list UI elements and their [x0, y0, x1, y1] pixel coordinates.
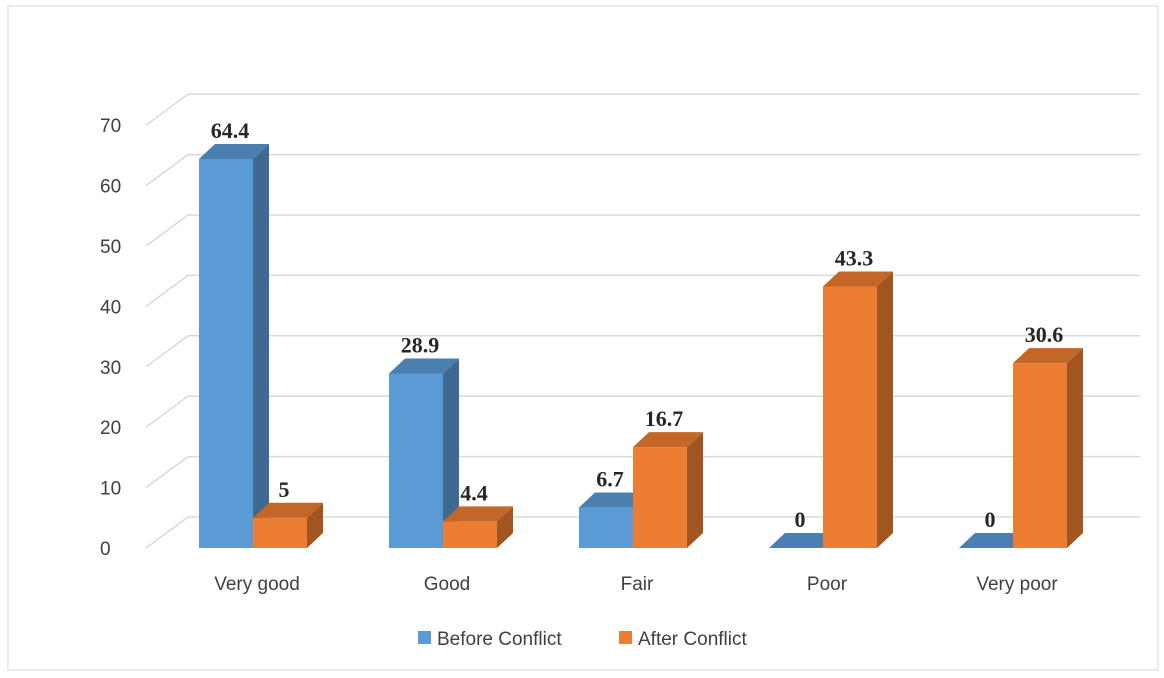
gridline-depth [145, 335, 189, 368]
gridline-depth [145, 93, 189, 126]
gridline-depth [145, 214, 189, 247]
x-tick-label: Very good [214, 574, 300, 595]
data-label: 0 [985, 507, 996, 532]
data-labels: 64.4 5 28.9 4.4 6.7 16.7 0 43.3 0 30.6 [211, 118, 1064, 532]
gridline-depth [145, 274, 189, 308]
y-tick-label: 60 [100, 177, 121, 198]
data-label: 4.4 [460, 480, 488, 505]
gridline-depth [145, 516, 189, 549]
bar [1013, 348, 1083, 548]
data-label: 16.7 [645, 406, 684, 431]
legend-swatch [418, 631, 431, 644]
y-axis-ticks: 0 10 20 30 40 50 60 70 [100, 116, 121, 560]
y-tick-label: 70 [100, 116, 121, 137]
legend-label: Before Conflict [437, 629, 562, 650]
bar [199, 144, 269, 549]
bar [633, 432, 703, 548]
legend-item: Before Conflict [418, 629, 562, 650]
legend: Before Conflict After Conflict [418, 629, 747, 650]
data-label: 30.6 [1025, 322, 1064, 347]
gridline-depth [145, 395, 189, 428]
data-label: 6.7 [596, 467, 624, 492]
gridline-depth [145, 455, 189, 489]
x-axis-ticks: Very good Good Fair Poor Very poor [214, 574, 1058, 595]
legend-item: After Conflict [619, 629, 747, 650]
y-tick-label: 10 [100, 479, 121, 500]
bar [769, 533, 839, 548]
data-label: 0 [795, 507, 806, 532]
y-tick-label: 20 [100, 418, 121, 439]
chart-border [7, 5, 1159, 671]
data-label: 28.9 [401, 332, 440, 357]
x-tick-label: Fair [621, 574, 654, 595]
bar [389, 358, 459, 548]
data-label: 64.4 [211, 118, 250, 143]
data-label: 5 [279, 477, 290, 502]
y-tick-label: 0 [100, 539, 111, 560]
bars [199, 144, 1083, 549]
legend-label: After Conflict [638, 629, 747, 650]
legend-swatch [619, 631, 632, 644]
bar [443, 506, 513, 548]
y-tick-label: 30 [100, 358, 121, 379]
x-tick-label: Very poor [976, 574, 1058, 595]
bar [959, 533, 1029, 548]
x-tick-label: Poor [807, 574, 848, 595]
gridlines [145, 93, 1140, 549]
y-tick-label: 50 [100, 237, 121, 258]
bar [823, 271, 893, 548]
gridline-depth [145, 153, 189, 187]
x-tick-label: Good [424, 574, 470, 595]
y-tick-label: 40 [100, 297, 121, 318]
data-label: 43.3 [835, 245, 874, 270]
bar [253, 502, 323, 548]
